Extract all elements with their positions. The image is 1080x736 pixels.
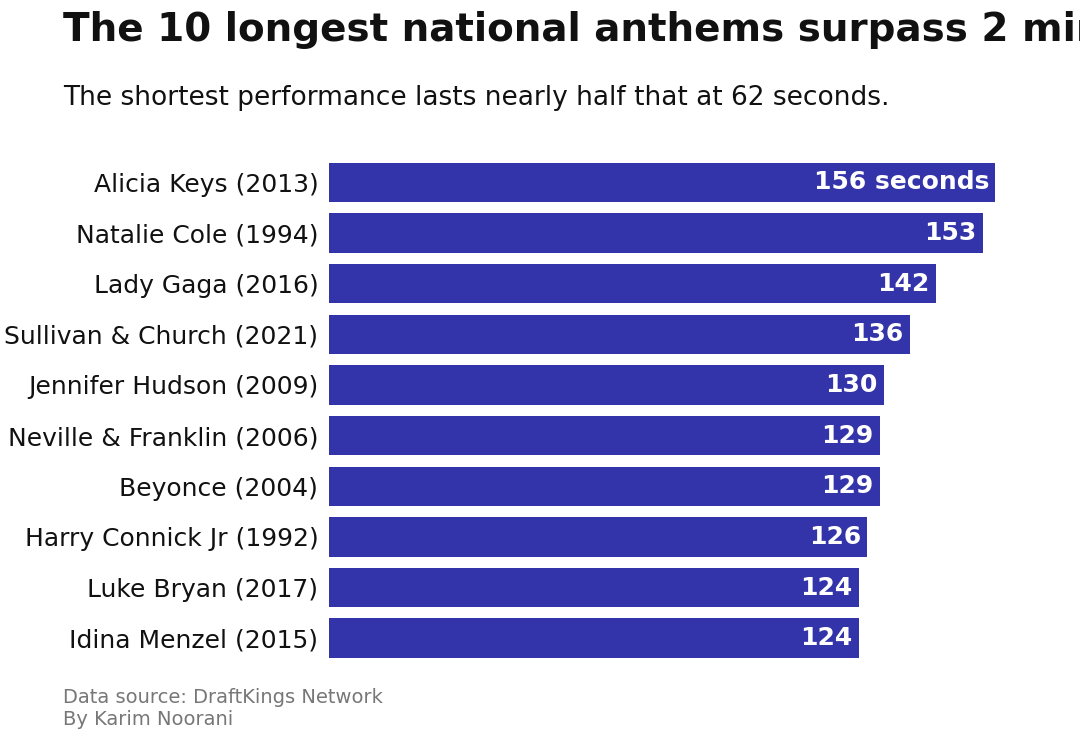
Text: The shortest performance lasts nearly half that at 62 seconds.: The shortest performance lasts nearly ha…	[63, 85, 889, 110]
Bar	[329, 163, 996, 202]
Text: 126: 126	[809, 525, 861, 549]
Bar	[329, 416, 880, 456]
Text: 129: 129	[822, 424, 874, 447]
Bar	[329, 618, 859, 658]
Bar	[329, 568, 859, 607]
Text: Data source: DraftKings Network
By Karim Noorani: Data source: DraftKings Network By Karim…	[63, 687, 382, 729]
Text: 156 seconds: 156 seconds	[813, 171, 989, 194]
Bar	[329, 517, 867, 556]
Bar	[329, 467, 880, 506]
Text: 136: 136	[851, 322, 904, 347]
Text: 142: 142	[877, 272, 929, 296]
Text: 130: 130	[825, 373, 878, 397]
Text: 124: 124	[800, 626, 852, 650]
Bar	[329, 213, 983, 252]
Bar	[329, 264, 935, 303]
Text: 153: 153	[923, 221, 976, 245]
Text: 129: 129	[822, 474, 874, 498]
Text: 124: 124	[800, 576, 852, 600]
Text: The 10 longest national anthems surpass 2 minutes: The 10 longest national anthems surpass …	[63, 11, 1080, 49]
Bar	[329, 314, 910, 354]
Bar	[329, 365, 885, 405]
